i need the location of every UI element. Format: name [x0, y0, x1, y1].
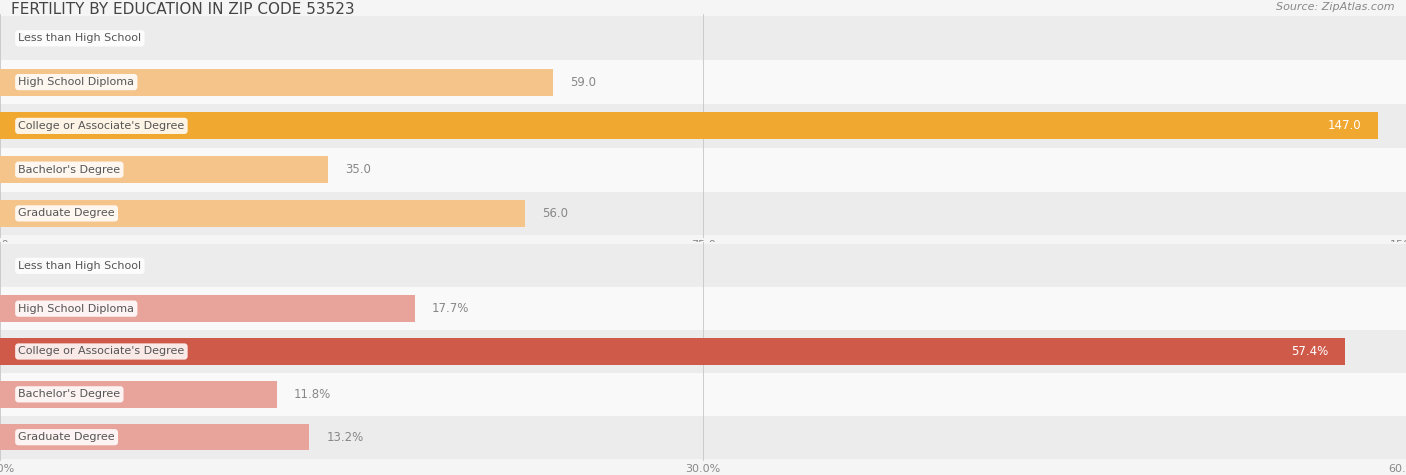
Text: High School Diploma: High School Diploma: [18, 304, 135, 314]
Text: 17.7%: 17.7%: [432, 302, 470, 315]
Bar: [0, 191, 1406, 235]
Bar: [0, 200, 524, 227]
Text: Bachelor's Degree: Bachelor's Degree: [18, 390, 121, 399]
Text: 57.4%: 57.4%: [1291, 345, 1329, 358]
Text: 13.2%: 13.2%: [326, 431, 363, 444]
Bar: [0, 381, 277, 408]
Bar: [0, 424, 309, 450]
Bar: [0, 104, 1406, 148]
Bar: [0, 17, 1406, 60]
Text: High School Diploma: High School Diploma: [18, 77, 135, 87]
Text: 11.8%: 11.8%: [294, 388, 330, 401]
Text: Less than High School: Less than High School: [18, 33, 142, 43]
Text: College or Associate's Degree: College or Associate's Degree: [18, 346, 184, 357]
Text: Graduate Degree: Graduate Degree: [18, 209, 115, 218]
Bar: [0, 148, 1406, 191]
Bar: [0, 245, 1406, 287]
Text: 59.0: 59.0: [569, 76, 596, 89]
Bar: [0, 330, 1406, 373]
Text: 35.0: 35.0: [344, 163, 371, 176]
Bar: [0, 373, 1406, 416]
Bar: [0, 156, 328, 183]
Bar: [0, 416, 1406, 458]
Text: 56.0: 56.0: [541, 207, 568, 220]
Text: Less than High School: Less than High School: [18, 261, 142, 271]
Bar: [0, 68, 553, 95]
Text: Bachelor's Degree: Bachelor's Degree: [18, 165, 121, 175]
Text: Source: ZipAtlas.com: Source: ZipAtlas.com: [1277, 2, 1395, 12]
Text: College or Associate's Degree: College or Associate's Degree: [18, 121, 184, 131]
Bar: [0, 338, 1346, 365]
Text: 147.0: 147.0: [1327, 119, 1361, 133]
Text: Graduate Degree: Graduate Degree: [18, 432, 115, 442]
Bar: [0, 112, 1378, 140]
Text: FERTILITY BY EDUCATION IN ZIP CODE 53523: FERTILITY BY EDUCATION IN ZIP CODE 53523: [11, 2, 354, 18]
Bar: [0, 295, 415, 322]
Text: 0.0: 0.0: [17, 32, 35, 45]
Text: 0.0%: 0.0%: [17, 259, 46, 272]
Bar: [0, 60, 1406, 104]
Bar: [0, 287, 1406, 330]
